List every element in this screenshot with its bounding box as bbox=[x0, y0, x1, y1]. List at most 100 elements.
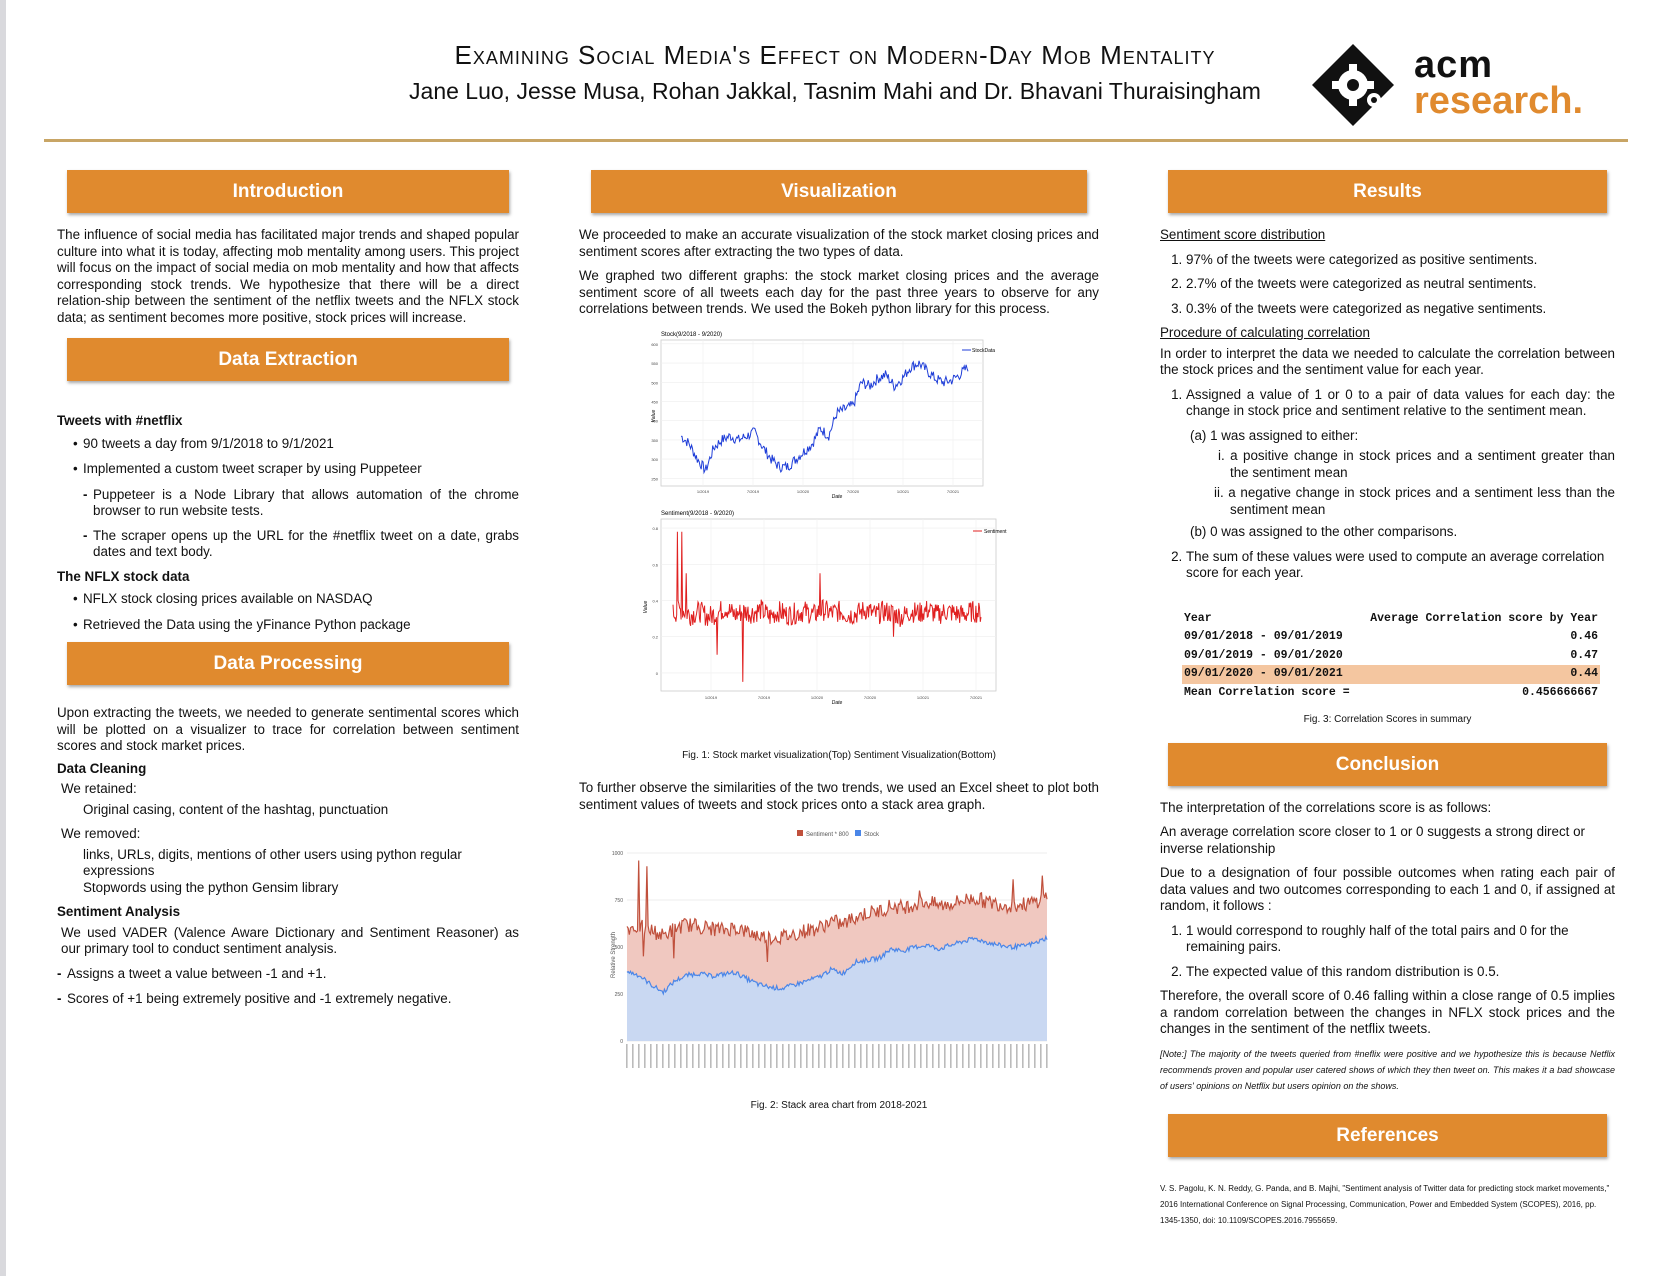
x-tick-mark bbox=[698, 1044, 700, 1068]
x-tick-mark bbox=[662, 1044, 664, 1068]
poster-title: Examining Social Media's Effect on Moder… bbox=[454, 40, 1216, 70]
x-tick-mark bbox=[1046, 1044, 1048, 1068]
y-tick-label: 450 bbox=[651, 399, 658, 404]
y-tick-label: 250 bbox=[651, 476, 658, 481]
stock-line-chart: Stock(9/2018 - 9/2020) StockData 1/2019 7… bbox=[651, 332, 995, 500]
list-item: 0.3% of the tweets were categorized as n… bbox=[1186, 301, 1615, 318]
x-tick-mark bbox=[740, 1044, 742, 1068]
x-tick-mark bbox=[908, 1044, 910, 1068]
x-tick-mark bbox=[746, 1044, 748, 1068]
step-1b: (b) 0 was assigned to the other comparis… bbox=[1190, 524, 1458, 539]
table-mean-value: 0.456666667 bbox=[1522, 685, 1598, 699]
x-tick-mark bbox=[890, 1044, 892, 1068]
y-tick-label: 500 bbox=[651, 380, 658, 385]
table-row: 09/01/2018 - 09/01/2019 0.46 bbox=[1182, 628, 1600, 647]
window-edge bbox=[0, 0, 6, 1276]
x-tick-mark bbox=[692, 1044, 694, 1068]
x-tick-mark bbox=[848, 1044, 850, 1068]
table-header-score: Average Correlation score by Year bbox=[1370, 611, 1598, 625]
visualization-p3: To further observe the similarities of t… bbox=[579, 780, 1099, 812]
visualization-p2: We graphed two different graphs: the sto… bbox=[579, 268, 1099, 316]
y-tick-label: 550 bbox=[651, 361, 658, 366]
step-1-text: Assigned a value of 1 or 0 to a pair of … bbox=[1186, 386, 1615, 419]
x-tick-mark bbox=[776, 1044, 778, 1068]
x-tick-label: 7/2021 bbox=[947, 489, 960, 494]
x-tick-mark bbox=[998, 1044, 1000, 1068]
x-tick-mark bbox=[794, 1044, 796, 1068]
stock-area-line bbox=[626, 934, 1048, 996]
x-tick-mark bbox=[926, 1044, 928, 1068]
left-column: Introduction The influence of social med… bbox=[57, 170, 519, 1017]
retained-label: We retained: bbox=[61, 781, 137, 796]
table-cell-score: 0.47 bbox=[1570, 648, 1598, 662]
x-tick-mark bbox=[800, 1044, 802, 1068]
x-tick-mark bbox=[938, 1044, 940, 1068]
x-tick-mark bbox=[1034, 1044, 1036, 1068]
visualization-heading: Visualization bbox=[591, 170, 1087, 213]
stock-title: The NFLX stock data bbox=[57, 568, 190, 584]
y-tick-label: 300 bbox=[651, 457, 658, 462]
legend-label: Sentiment * 800 bbox=[806, 832, 849, 838]
references-heading: References bbox=[1168, 1113, 1607, 1157]
processing-text: Upon extracting the tweets, we needed to… bbox=[57, 705, 519, 753]
table-cell-score: 0.44 bbox=[1358, 665, 1600, 684]
stack-area-chart: Sentiment * 800 Stock 0 250 500 750 1000 Rel… bbox=[611, 830, 1048, 1068]
y-tick-label: 0 bbox=[656, 671, 659, 676]
sentiment-list: Assigns a tweet a value between -1 and +… bbox=[57, 966, 519, 1008]
x-tick-label: 1/2019 bbox=[697, 489, 710, 494]
figure-2-caption: Fig. 2: Stack area chart from 2018-2021 bbox=[750, 1099, 928, 1111]
x-tick-mark bbox=[710, 1044, 712, 1068]
sentiment-series-line bbox=[672, 531, 982, 682]
y-tick-label: 350 bbox=[651, 437, 658, 442]
table-header-year: Year bbox=[1184, 611, 1212, 625]
sentiment-line-chart: Sentiment(9/2018 - 9/2020) Sentiment 1/2… bbox=[643, 511, 1007, 706]
y-tick-label: 0 bbox=[620, 1039, 623, 1045]
list-item: 1 would correspond to roughly half of th… bbox=[1186, 923, 1615, 956]
list-item: Retrieved the Data using the yFinance Py… bbox=[73, 617, 519, 634]
sentiment-area-line bbox=[626, 860, 1048, 963]
x-tick-label: 7/2019 bbox=[758, 695, 771, 700]
figure-3-caption: Fig. 3: Correlation Scores in summary bbox=[1303, 714, 1472, 725]
reference-text: V. S. Pagolu, K. N. Reddy, G. Panda, and… bbox=[1160, 1183, 1610, 1225]
x-tick-label: 7/2020 bbox=[847, 489, 860, 494]
x-tick-mark bbox=[830, 1044, 832, 1068]
procedure-title: Procedure of calculating correlation bbox=[1160, 325, 1370, 340]
x-tick-mark bbox=[650, 1044, 652, 1068]
conclusion-note: [Note:] The majority of the tweets queri… bbox=[1160, 1046, 1615, 1094]
x-tick-mark bbox=[884, 1044, 886, 1068]
x-tick-mark bbox=[812, 1044, 814, 1068]
tweets-title: Tweets with #netflix bbox=[57, 413, 183, 428]
right-column: Results Sentiment score distribution 97%… bbox=[1160, 170, 1615, 1229]
x-tick-mark bbox=[980, 1044, 982, 1068]
y-tick-label: 0.6 bbox=[652, 562, 658, 567]
x-tick-label: 7/2021 bbox=[970, 695, 983, 700]
x-tick-mark bbox=[872, 1044, 874, 1068]
data-extraction-heading: Data Extraction bbox=[67, 338, 509, 381]
list-item: The scraper opens up the URL for the #ne… bbox=[83, 528, 519, 561]
visualization-p1: We proceeded to make an accurate visuali… bbox=[579, 227, 1099, 259]
y-tick-label: 500 bbox=[615, 945, 624, 951]
list-item: The expected value of this random distri… bbox=[1186, 964, 1615, 981]
conclusion-list: 1 would correspond to roughly half of th… bbox=[1160, 923, 1615, 981]
list-item: 90 tweets a day from 9/1/2018 to 9/1/202… bbox=[73, 436, 519, 453]
stock-area bbox=[627, 936, 1047, 1041]
logo-acm-text: acm bbox=[1414, 44, 1494, 86]
chart-title: Sentiment(9/2018 - 9/2020) bbox=[661, 511, 734, 517]
introduction-text: The influence of social media has facili… bbox=[57, 227, 519, 325]
y-tick-label: 750 bbox=[615, 898, 624, 904]
procedure-text: In order to interpret the data we needed… bbox=[1160, 345, 1615, 378]
x-tick-mark bbox=[866, 1044, 868, 1068]
distribution-title: Sentiment score distribution bbox=[1160, 227, 1326, 242]
y-tick-label: 0.8 bbox=[652, 526, 658, 531]
x-tick-mark bbox=[782, 1044, 784, 1068]
x-tick-mark bbox=[896, 1044, 898, 1068]
x-tick-mark bbox=[734, 1044, 736, 1068]
x-tick-mark bbox=[638, 1044, 640, 1068]
list-item: The sum of these values were used to com… bbox=[1186, 549, 1615, 582]
logo-research-text: research. bbox=[1414, 80, 1584, 122]
legend-swatch bbox=[855, 830, 861, 836]
results-heading: Results bbox=[1168, 170, 1607, 213]
x-tick-mark bbox=[656, 1044, 658, 1068]
stock-series-line bbox=[680, 359, 969, 474]
conclusion-p3: Due to a designation of four possible ou… bbox=[1160, 865, 1615, 913]
